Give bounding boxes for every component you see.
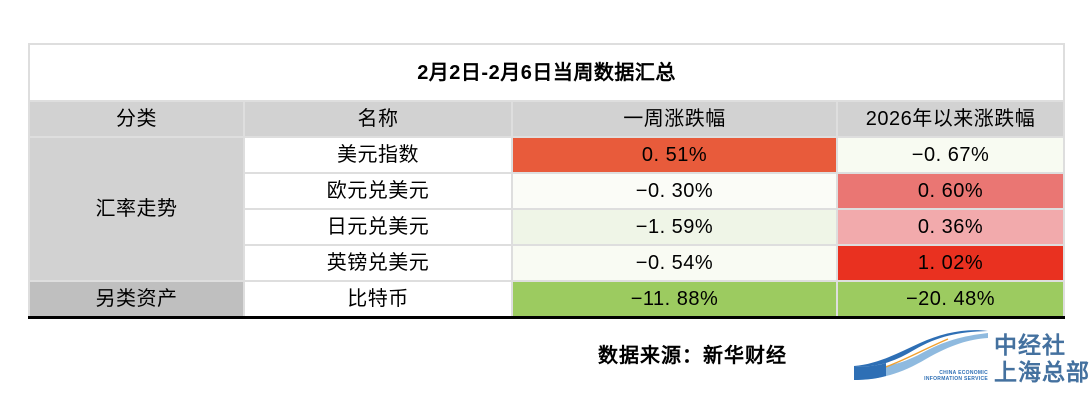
table-row: 另类资产 比特币 −11. 88% −20. 48%	[28, 280, 1066, 319]
column-header-week-change: 一周涨跌幅	[511, 100, 838, 138]
logo-swoosh-icon: CHINA ECONOMIC INFORMATION SERVICE	[852, 330, 990, 388]
ytd-change-cell: −0. 67%	[835, 136, 1066, 174]
name-cell: 美元指数	[243, 136, 513, 174]
name-cell: 日元兑美元	[243, 208, 513, 246]
header-row: 分类 名称 一周涨跌幅 2026年以来涨跌幅	[28, 100, 1066, 138]
column-header-category: 分类	[28, 100, 245, 138]
data-source-note: 数据来源：新华财经	[598, 345, 787, 367]
ytd-change-cell: 0. 60%	[835, 172, 1066, 210]
table-row: 欧元兑美元 −0. 30% 0. 60%	[29, 172, 1066, 210]
ytd-change-cell: 1. 02%	[835, 244, 1066, 282]
logo-small-text: CHINA ECONOMIC INFORMATION SERVICE	[924, 370, 988, 382]
category-cell-alt-assets: 另类资产	[28, 280, 245, 319]
ytd-change-cell: 0. 36%	[835, 208, 1066, 246]
title-row: 2月2日-2月6日当周数据汇总	[27, 43, 1066, 102]
week-change-cell: −0. 30%	[511, 172, 838, 210]
ceis-logo: CHINA ECONOMIC INFORMATION SERVICE 中经社 上…	[852, 328, 1089, 390]
name-cell: 比特币	[243, 280, 513, 319]
table-row: 日元兑美元 −1. 59% 0. 36%	[29, 208, 1066, 246]
name-cell: 英镑兑美元	[243, 244, 513, 282]
column-header-name: 名称	[243, 100, 513, 138]
logo-org-name: 中经社 上海总部	[994, 332, 1090, 385]
category-cell-fx: 汇率走势	[28, 136, 245, 282]
weekly-data-table: 2月2日-2月6日当周数据汇总 分类 名称 一周涨跌幅 2026年以来涨跌幅 汇…	[27, 43, 1066, 319]
ytd-change-cell: −20. 48%	[835, 280, 1066, 319]
table-row: 英镑兑美元 −0. 54% 1. 02%	[29, 244, 1066, 282]
week-change-cell: 0. 51%	[511, 136, 838, 174]
week-change-cell: −11. 88%	[511, 280, 838, 319]
name-cell: 欧元兑美元	[243, 172, 513, 210]
column-header-ytd-change: 2026年以来涨跌幅	[835, 100, 1066, 138]
table-row: 汇率走势 美元指数 0. 51% −0. 67%	[28, 136, 1066, 282]
week-change-cell: −0. 54%	[511, 244, 838, 282]
table-title: 2月2日-2月6日当周数据汇总	[27, 43, 1066, 102]
week-change-cell: −1. 59%	[511, 208, 838, 246]
